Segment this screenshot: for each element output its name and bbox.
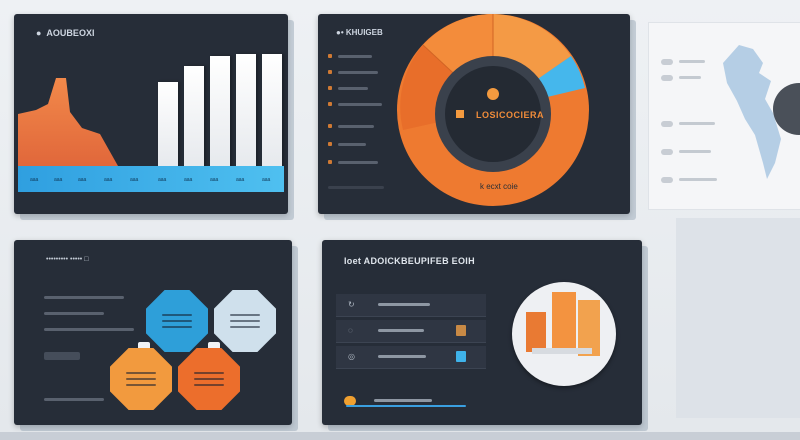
target-icon: ◎ (348, 352, 355, 361)
cloud-icon (661, 121, 673, 127)
panel-title: Ioet ADOICKBEUPIFEB EOIH (344, 256, 475, 266)
bottom-bar (0, 432, 800, 440)
area-shape (18, 78, 138, 169)
list-item[interactable]: ◌ (336, 320, 486, 343)
axis-tick: aaa (184, 177, 193, 183)
axis-tick: aaa (54, 177, 63, 183)
donut-center-label: LOSICOCIERA (476, 110, 545, 120)
axis-strip: aaa aaa aaa aaa aaa aaa aaa aaa aaa aaa (18, 166, 284, 192)
info-card-orange[interactable] (110, 348, 172, 410)
donut-chart (397, 14, 589, 206)
bar (262, 54, 282, 168)
info-card-dark-orange[interactable] (178, 348, 240, 410)
world-map-graphic (723, 45, 800, 179)
bar (210, 56, 230, 168)
color-swatch (456, 325, 466, 336)
bar (184, 66, 204, 168)
progress-slider[interactable] (344, 396, 470, 407)
axis-tick: aaa (262, 177, 271, 183)
bar-chart-circle (512, 282, 616, 386)
panel-title: ● AOUBEOXI (36, 28, 95, 38)
color-swatch (456, 351, 466, 362)
cloud-icon (661, 75, 673, 81)
donut-footer-text: k ecxt coie (480, 182, 518, 191)
panel-title: ••••••••• ••••• □ (46, 256, 89, 263)
axis-tick: aaa (158, 177, 167, 183)
background-panel (676, 218, 800, 418)
slider-knob[interactable] (344, 396, 356, 406)
map-card (648, 22, 800, 210)
bar-chart-panel: ● AOUBEOXI aaa aaa aaa aaa aaa aaa aaa a… (14, 14, 288, 214)
axis-tick: aaa (30, 177, 39, 183)
axis-tick: aaa (210, 177, 219, 183)
circle-icon: ◌ (348, 326, 353, 335)
axis-tick: aaa (78, 177, 87, 183)
cloud-icon (661, 177, 673, 183)
axis-tick: aaa (104, 177, 113, 183)
list-item[interactable]: ◎ (336, 346, 486, 369)
axis-tick: aaa (236, 177, 245, 183)
panel-title: ●• KHUIGEB (336, 28, 383, 37)
bar (158, 82, 178, 168)
refresh-icon: ↻ (348, 300, 355, 309)
octagon-panel: ••••••••• ••••• □ (14, 240, 292, 425)
axis-tick: aaa (130, 177, 139, 183)
cloud-icon (661, 149, 673, 155)
info-card-blue[interactable] (146, 290, 208, 352)
cloud-icon (661, 59, 673, 65)
bar (236, 54, 256, 168)
info-card-light[interactable] (214, 290, 276, 352)
list-item[interactable]: ↻ (336, 294, 486, 317)
